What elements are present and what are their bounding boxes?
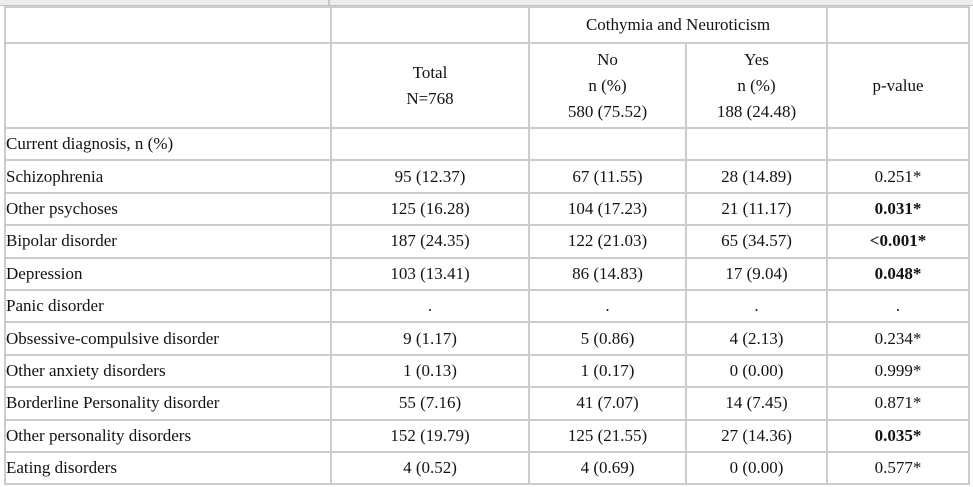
no-cell: 122 (21.03) bbox=[528, 224, 687, 259]
table-row-obsessive-compulsive-disorder: Obsessive-compulsive disorder 9 (1.17) 5… bbox=[4, 321, 971, 356]
total-cell: 4 (0.52) bbox=[330, 450, 530, 486]
column-header-row: Total N=768 No n (%) 580 (75.52) Yes n (… bbox=[4, 42, 971, 129]
row-label: Schizophrenia bbox=[4, 159, 332, 194]
pvalue-cell: . bbox=[826, 288, 971, 324]
no-cell: 86 (14.83) bbox=[528, 256, 687, 291]
row-label: Panic disorder bbox=[4, 288, 332, 324]
no-cell: 67 (11.55) bbox=[528, 159, 687, 194]
table-row-depression: Depression 103 (13.41) 86 (14.83) 17 (9.… bbox=[4, 256, 971, 291]
no-cell: 104 (17.23) bbox=[528, 191, 687, 227]
empty-cell bbox=[4, 42, 332, 129]
pvalue-cell: 0.035* bbox=[826, 418, 971, 453]
column-header-yes: Yes n (%) 188 (24.48) bbox=[684, 42, 829, 129]
no-cell: 41 (7.07) bbox=[528, 386, 687, 421]
no-cell: 125 (21.55) bbox=[528, 418, 687, 453]
table-row-other-psychoses: Other psychoses 125 (16.28) 104 (17.23) … bbox=[4, 191, 971, 227]
yes-cell: 21 (11.17) bbox=[684, 191, 829, 227]
total-cell: 9 (1.17) bbox=[330, 321, 530, 356]
table-row-schizophrenia: Schizophrenia 95 (12.37) 67 (11.55) 28 (… bbox=[4, 159, 971, 194]
pvalue-cell: <0.001* bbox=[826, 224, 971, 259]
yes-cell: . bbox=[684, 288, 829, 324]
empty-cell bbox=[330, 126, 530, 162]
pvalue-cell: 0.031* bbox=[826, 191, 971, 227]
yes-cell: 28 (14.89) bbox=[684, 159, 829, 194]
row-label: Other psychoses bbox=[4, 191, 332, 227]
pvalue-cell: 0.999* bbox=[826, 353, 971, 389]
group-header-row: Cothymia and Neuroticism bbox=[4, 6, 971, 44]
yes-cell: 65 (34.57) bbox=[684, 224, 829, 259]
yes-cell: 4 (2.13) bbox=[684, 321, 829, 356]
table-row-other-personality-disorders: Other personality disorders 152 (19.79) … bbox=[4, 418, 971, 453]
empty-cell bbox=[528, 126, 687, 162]
strip-column-divider bbox=[328, 0, 330, 5]
row-label: Bipolar disorder bbox=[4, 224, 332, 259]
total-cell: 1 (0.13) bbox=[330, 353, 530, 389]
total-cell: 125 (16.28) bbox=[330, 191, 530, 227]
yes-cell: 0 (0.00) bbox=[684, 450, 829, 486]
pvalue-cell: 0.251* bbox=[826, 159, 971, 194]
no-cell: 5 (0.86) bbox=[528, 321, 687, 356]
row-label: Depression bbox=[4, 256, 332, 291]
pvalue-cell: 0.048* bbox=[826, 256, 971, 291]
pvalue-cell: 0.871* bbox=[826, 386, 971, 421]
empty-cell bbox=[330, 6, 530, 44]
row-label: Other anxiety disorders bbox=[4, 353, 332, 389]
column-header-no: No n (%) 580 (75.52) bbox=[528, 42, 687, 129]
yes-cell: 0 (0.00) bbox=[684, 353, 829, 389]
row-label: Eating disorders bbox=[4, 450, 332, 486]
cropped-previous-row-strip bbox=[0, 0, 973, 6]
yes-cell: 27 (14.36) bbox=[684, 418, 829, 453]
total-cell: 55 (7.16) bbox=[330, 386, 530, 421]
table-row-eating-disorders: Eating disorders 4 (0.52) 4 (0.69) 0 (0.… bbox=[4, 450, 971, 486]
column-header-total: Total N=768 bbox=[330, 42, 530, 129]
diagnosis-statistics-table: Cothymia and Neuroticism Total N=768 No … bbox=[4, 6, 971, 486]
empty-cell bbox=[4, 6, 332, 44]
table-row-bipolar-disorder: Bipolar disorder 187 (24.35) 122 (21.03)… bbox=[4, 224, 971, 259]
empty-cell bbox=[826, 126, 971, 162]
row-label: Other personality disorders bbox=[4, 418, 332, 453]
group-header-cothymia-neuroticism: Cothymia and Neuroticism bbox=[527, 6, 829, 44]
no-cell: 4 (0.69) bbox=[528, 450, 687, 486]
table-row-panic-disorder: Panic disorder . . . . bbox=[4, 288, 971, 324]
total-cell: . bbox=[330, 288, 530, 324]
row-label: Obsessive-compulsive disorder bbox=[4, 321, 332, 356]
yes-cell: 17 (9.04) bbox=[684, 256, 829, 291]
pvalue-cell: 0.234* bbox=[826, 321, 971, 356]
total-cell: 103 (13.41) bbox=[330, 256, 530, 291]
column-header-pvalue: p-value bbox=[826, 42, 971, 129]
pvalue-cell: 0.577* bbox=[826, 450, 971, 486]
table-row-other-anxiety-disorders: Other anxiety disorders 1 (0.13) 1 (0.17… bbox=[4, 353, 971, 389]
row-label: Borderline Personality disorder bbox=[4, 386, 332, 421]
empty-cell bbox=[826, 6, 971, 44]
section-header-row: Current diagnosis, n (%) bbox=[4, 126, 971, 162]
total-cell: 95 (12.37) bbox=[330, 159, 530, 194]
section-header-current-diagnosis: Current diagnosis, n (%) bbox=[4, 126, 332, 162]
no-cell: 1 (0.17) bbox=[528, 353, 687, 389]
total-cell: 152 (19.79) bbox=[330, 418, 530, 453]
empty-cell bbox=[684, 126, 829, 162]
total-cell: 187 (24.35) bbox=[330, 224, 530, 259]
no-cell: . bbox=[528, 288, 687, 324]
yes-cell: 14 (7.45) bbox=[684, 386, 829, 421]
table-row-borderline-personality-disorder: Borderline Personality disorder 55 (7.16… bbox=[4, 386, 971, 421]
